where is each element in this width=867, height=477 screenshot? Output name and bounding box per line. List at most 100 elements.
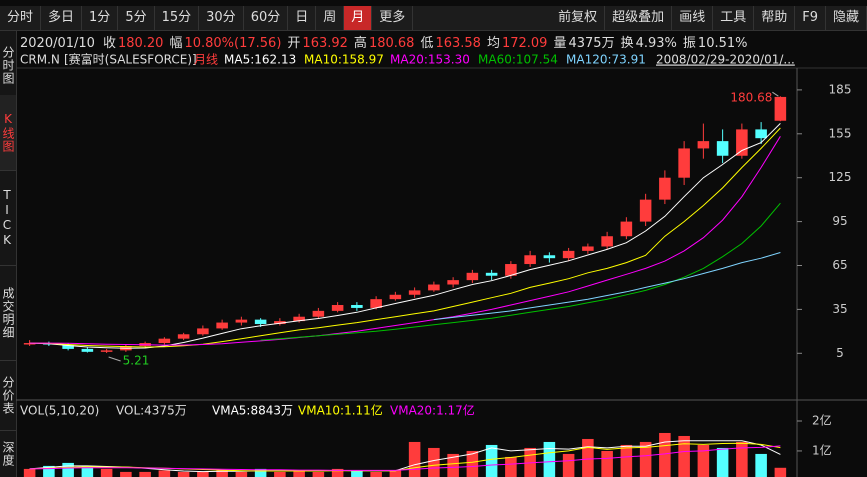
sidebar-tab[interactable]: TICK	[0, 170, 16, 266]
y-tick-label: 35	[832, 302, 847, 316]
toolbar-button[interactable]: 月	[344, 6, 373, 30]
quote-label: 开	[287, 36, 301, 51]
candle-body	[562, 250, 575, 259]
volume-bar	[158, 470, 171, 477]
sidebar-tab[interactable]: 分价表	[0, 360, 16, 431]
candle-body	[582, 246, 594, 251]
volume-bar	[216, 470, 228, 477]
toolbar-button[interactable]: F9	[795, 6, 826, 30]
volume-bar	[697, 444, 710, 477]
volume-bar	[43, 465, 55, 477]
ma-line	[260, 202, 781, 341]
candle-body	[524, 255, 536, 265]
quote-label: 均	[486, 36, 500, 51]
toolbar-button[interactable]: 日	[288, 6, 317, 30]
quote-value: 172.09	[501, 36, 548, 51]
candle-body	[620, 221, 633, 237]
chart-header: MA5:162.13	[224, 53, 296, 67]
candle-body	[62, 344, 74, 349]
volume-bar	[351, 470, 363, 477]
toolbar-button[interactable]: 画线	[672, 6, 714, 30]
quote-label: 幅	[169, 36, 183, 51]
toolbar-button[interactable]: 15分	[155, 6, 200, 30]
chart-header: MA20:153.30	[390, 53, 470, 67]
toolbar-button[interactable]: 隐藏	[826, 6, 867, 30]
y-tick-label: 65	[832, 258, 847, 272]
candle-body	[716, 141, 729, 156]
annotation: 5.21	[123, 353, 150, 367]
volume-bar	[370, 471, 382, 477]
candle-body	[466, 272, 479, 281]
candle-body	[697, 141, 710, 149]
ma-line	[433, 252, 781, 321]
toolbar-button[interactable]: 多日	[41, 6, 83, 30]
toolbar-button[interactable]: 60分	[244, 6, 289, 30]
sidebar-tab[interactable]: 成交明细	[0, 265, 16, 361]
volume-bar	[447, 453, 459, 477]
chart-header: MA10:158.97	[304, 53, 384, 67]
sidebar-tab[interactable]: 深度	[0, 430, 16, 477]
candle-body	[312, 310, 325, 317]
toolbar-button[interactable]: 帮助	[754, 6, 796, 30]
candle-body	[485, 272, 498, 276]
annotation: 180.68	[730, 91, 772, 105]
quote-label: 低	[420, 36, 434, 51]
volume-bar	[716, 447, 729, 477]
toolbar-button[interactable]: 更多	[372, 6, 414, 30]
volume-legend: VMA10:1.11亿	[298, 403, 383, 418]
chart-header: 月线	[194, 53, 218, 67]
volume-bar	[389, 470, 402, 477]
sidebar: 分时图 K线图 TICK 成交明细 分价表 深度	[0, 31, 17, 477]
y-tick-label: 1亿	[812, 442, 832, 457]
chart-header: CRM.N	[20, 53, 60, 67]
volume-bar	[235, 471, 248, 477]
volume-bar	[678, 435, 690, 477]
toolbar-button[interactable]: 超级叠加	[605, 6, 673, 30]
candle-body	[659, 177, 671, 200]
annotation-arrow	[772, 91, 779, 97]
quote-value: 10.51%	[697, 36, 748, 51]
toolbar-button[interactable]: 1分	[82, 6, 119, 30]
toolbar-button[interactable]: 5分	[118, 6, 155, 30]
toolbar-button[interactable]: 周	[316, 6, 345, 30]
quote-value: 4375万	[568, 36, 615, 51]
candle-body	[158, 338, 171, 344]
candle-body	[216, 322, 228, 329]
sidebar-tab[interactable]: K线图	[0, 95, 16, 171]
volume-bar	[177, 471, 190, 477]
quote-value: 163.92	[302, 36, 348, 51]
quote-value: 163.58	[435, 36, 481, 51]
toolbar-button[interactable]: 工具	[713, 6, 755, 30]
volume-bar	[428, 447, 440, 477]
ma-line	[29, 127, 781, 348]
toolbar-button[interactable]: 分时	[0, 6, 42, 30]
y-tick-label: 185	[829, 82, 852, 96]
volume-bar	[505, 456, 517, 477]
candle-body	[428, 284, 440, 291]
candle-body	[331, 305, 344, 311]
chart-header: MA60:107.54	[478, 53, 558, 67]
volume-bar	[736, 441, 748, 477]
toolbar: 分时 多日 1分 5分 15分 30分 60分日周月更多 前复权 超级叠加 画线 工具 帮助 F9 隐藏	[0, 6, 867, 31]
volume-bar	[582, 438, 594, 477]
volume-bar	[274, 471, 286, 477]
candle-body	[389, 294, 402, 300]
quote-date: 2020/01/10	[20, 36, 95, 51]
candle-body	[447, 280, 459, 285]
volume-bar	[197, 471, 209, 477]
ma-line	[29, 123, 781, 349]
y-tick-label: 155	[829, 126, 852, 140]
volume-header: VOL(5,10,20)	[20, 404, 99, 418]
volume-bar	[620, 444, 633, 477]
quote-label: 量	[553, 36, 567, 51]
volume-bar	[408, 441, 421, 477]
quote-label: 振	[682, 36, 696, 51]
volume-bar	[331, 468, 344, 477]
toolbar-button[interactable]: 前复权	[551, 6, 606, 30]
candle-body	[678, 148, 690, 178]
candle-body	[81, 348, 94, 352]
toolbar-button[interactable]: 30分	[199, 6, 244, 30]
quote-label: 换	[620, 36, 634, 51]
volume-bar	[659, 432, 671, 477]
